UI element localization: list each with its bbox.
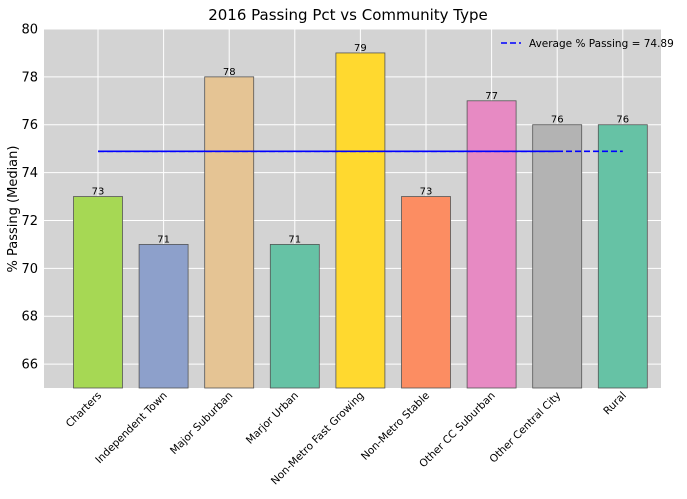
bar bbox=[204, 76, 255, 389]
bar bbox=[532, 124, 583, 389]
bars bbox=[73, 52, 648, 389]
y-tick-label: 80 bbox=[21, 23, 38, 38]
bar-value-label: 71 bbox=[288, 234, 301, 245]
y-tick-label: 78 bbox=[21, 70, 38, 85]
x-tick-label: Other Central City bbox=[487, 390, 563, 466]
y-tick-label: 70 bbox=[21, 262, 38, 277]
chart-title: 2016 Passing Pct vs Community Type bbox=[208, 6, 488, 24]
bar bbox=[401, 196, 451, 389]
y-tick-label: 76 bbox=[21, 118, 38, 133]
x-tick-label: Charters bbox=[64, 390, 104, 430]
legend-average-label: Average % Passing = 74.89 bbox=[529, 38, 674, 50]
x-tick-label: Independent Town bbox=[93, 390, 170, 467]
x-tick-label: Other CC Suburban bbox=[417, 390, 498, 471]
bar-value-label: 76 bbox=[616, 115, 629, 126]
bar-value-label: 73 bbox=[92, 187, 105, 198]
bar-value-label: 77 bbox=[485, 91, 498, 102]
bar-value-label: 76 bbox=[551, 115, 564, 126]
bar-value-label: 73 bbox=[420, 187, 433, 198]
bar bbox=[597, 124, 648, 389]
x-tick-label: Major Suburban bbox=[168, 390, 235, 457]
bar-value-label: 79 bbox=[354, 43, 367, 54]
y-tick-labels: 66 68 70 72 74 76 78 80 bbox=[21, 23, 38, 373]
y-axis-label: % Passing (Median) bbox=[6, 146, 21, 273]
y-tick-label: 66 bbox=[21, 358, 38, 373]
bar bbox=[269, 243, 320, 389]
x-tick-label: Marjor Urban bbox=[244, 390, 301, 447]
y-tick-label: 68 bbox=[21, 310, 38, 325]
bar bbox=[138, 243, 189, 389]
bar-value-label: 78 bbox=[223, 67, 236, 78]
bar bbox=[466, 100, 517, 389]
bar-value-label: 71 bbox=[157, 234, 170, 245]
x-tick-label: Rural bbox=[601, 390, 629, 418]
bar bbox=[73, 196, 123, 389]
y-tick-label: 74 bbox=[21, 166, 38, 181]
bar bbox=[335, 52, 386, 389]
y-tick-label: 72 bbox=[21, 214, 38, 229]
legend: Average % Passing = 74.89 bbox=[501, 38, 674, 50]
data-labels: 73 71 78 71 79 73 77 76 76 bbox=[92, 43, 630, 245]
x-tick-label: Non-Metro Stable bbox=[359, 390, 432, 463]
